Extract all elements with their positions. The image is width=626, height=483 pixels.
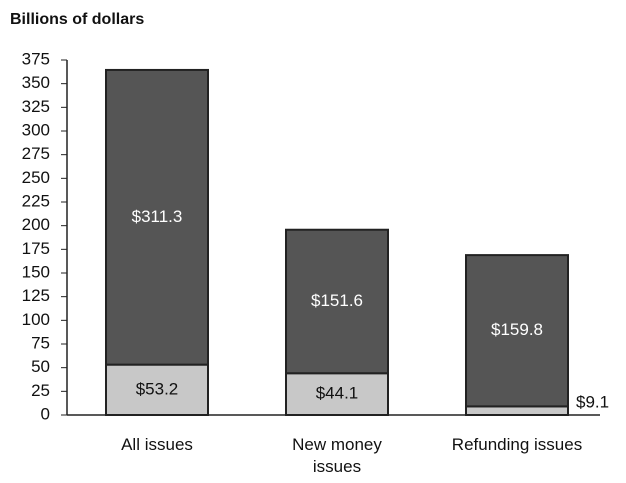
y-tick-label: 250: [22, 168, 50, 187]
y-tick-label: 75: [31, 333, 50, 352]
value-label: $311.3: [132, 207, 183, 226]
y-tick-label: 375: [22, 49, 50, 68]
y-tick-label: 100: [22, 310, 50, 329]
bar-segment: [465, 405, 569, 417]
axis-title: Billions of dollars: [10, 11, 144, 28]
y-tick-label: 175: [22, 239, 50, 258]
y-tick-label: 125: [22, 286, 50, 305]
y-tick-label: 150: [22, 262, 50, 281]
y-tick-label: 325: [22, 97, 50, 116]
bar-segment: [465, 254, 569, 408]
value-label: $44.1: [316, 384, 359, 403]
y-tick-label: 225: [22, 191, 50, 210]
value-label: $159.8: [491, 320, 543, 339]
y-tick-label: 50: [31, 357, 50, 376]
x-tick-label: New money issues: [292, 435, 382, 476]
y-tick-label: 0: [41, 404, 50, 423]
y-tick-label: 350: [22, 73, 50, 92]
y-tick-label: 275: [22, 144, 50, 163]
x-tick-label: Refunding issues: [451, 435, 583, 454]
value-label: $151.6: [311, 291, 363, 310]
y-tick-label: 300: [22, 120, 50, 139]
bar-segment: [285, 228, 389, 375]
x-tick-label: All issues: [121, 435, 193, 454]
bar-segment: [105, 68, 209, 366]
value-label: $53.2: [136, 379, 179, 398]
y-tick-label: 200: [22, 215, 50, 234]
value-label: $9.1: [576, 392, 609, 411]
y-tick-label: 25: [31, 381, 50, 400]
